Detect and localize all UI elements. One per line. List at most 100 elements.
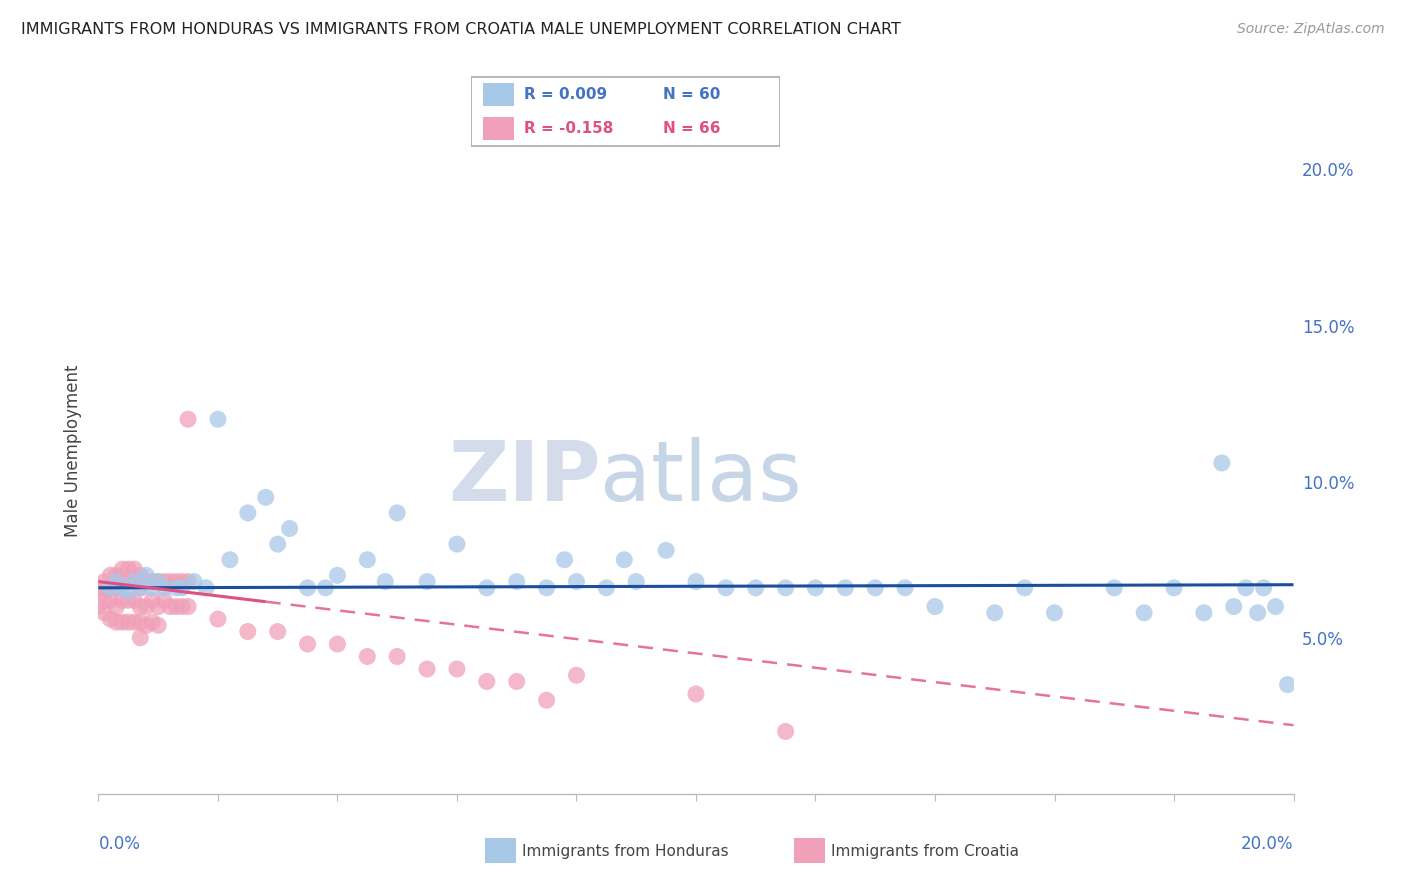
Point xyxy=(111,615,134,630)
Point xyxy=(93,606,115,620)
Point xyxy=(236,506,259,520)
Point xyxy=(565,574,588,589)
Point xyxy=(1014,581,1036,595)
Bar xyxy=(484,117,515,140)
Point xyxy=(93,593,115,607)
Point xyxy=(315,581,337,595)
Text: ZIP: ZIP xyxy=(449,437,600,518)
Point xyxy=(111,581,134,595)
Point xyxy=(1253,581,1275,595)
Point xyxy=(153,593,176,607)
Point xyxy=(159,599,181,614)
Text: atlas: atlas xyxy=(600,437,801,518)
Point xyxy=(613,552,636,567)
Point xyxy=(117,574,139,589)
Point xyxy=(506,574,529,589)
Point xyxy=(117,583,139,598)
Point xyxy=(124,574,146,589)
Point xyxy=(297,637,319,651)
Point xyxy=(267,537,290,551)
Point xyxy=(775,724,797,739)
Point xyxy=(356,552,378,567)
Point xyxy=(98,612,122,626)
Point xyxy=(655,543,678,558)
Point xyxy=(685,687,707,701)
Point xyxy=(865,581,887,595)
Point xyxy=(416,574,439,589)
Point xyxy=(595,581,617,595)
Point xyxy=(135,618,157,632)
Point xyxy=(105,568,128,582)
Point xyxy=(385,649,409,664)
Point xyxy=(93,574,115,589)
Point xyxy=(105,581,128,595)
Point xyxy=(117,615,139,630)
Point xyxy=(804,581,827,595)
Point xyxy=(1043,606,1066,620)
Text: N = 60: N = 60 xyxy=(662,87,720,102)
Point xyxy=(924,599,946,614)
Point xyxy=(554,552,576,567)
Point xyxy=(141,581,163,595)
Point xyxy=(153,581,176,595)
Point xyxy=(111,593,134,607)
Point xyxy=(385,506,409,520)
Point xyxy=(165,581,187,595)
Point xyxy=(254,490,277,504)
Point xyxy=(177,574,200,589)
Point xyxy=(105,574,128,589)
Point xyxy=(446,537,468,551)
Point xyxy=(141,615,163,630)
Point xyxy=(326,637,349,651)
Point xyxy=(374,574,396,589)
Point xyxy=(894,581,917,595)
Point xyxy=(172,574,194,589)
Point xyxy=(129,615,152,630)
Point xyxy=(148,574,170,589)
Point xyxy=(165,599,187,614)
Point xyxy=(685,574,707,589)
Point xyxy=(153,574,176,589)
Point xyxy=(416,662,439,676)
Point xyxy=(195,581,218,595)
Point xyxy=(475,581,498,595)
Point xyxy=(183,574,205,589)
Point xyxy=(129,581,152,595)
Point xyxy=(1247,606,1270,620)
Point xyxy=(506,674,529,689)
Point xyxy=(98,568,122,582)
Text: 0.0%: 0.0% xyxy=(98,835,141,853)
Point xyxy=(98,581,122,595)
Point xyxy=(177,412,200,426)
Point xyxy=(124,574,146,589)
Text: R = 0.009: R = 0.009 xyxy=(523,87,607,102)
Point xyxy=(1104,581,1126,595)
Point xyxy=(129,599,152,614)
Point xyxy=(111,574,134,589)
Text: Immigrants from Honduras: Immigrants from Honduras xyxy=(522,845,728,859)
Point xyxy=(124,615,146,630)
Bar xyxy=(484,83,515,106)
Point xyxy=(93,583,115,598)
Point xyxy=(87,581,110,595)
Point xyxy=(834,581,856,595)
Point xyxy=(159,574,181,589)
Point xyxy=(87,599,110,614)
Point xyxy=(135,568,157,582)
Point xyxy=(124,593,146,607)
Point xyxy=(536,693,558,707)
Point xyxy=(446,662,468,676)
Point xyxy=(165,574,187,589)
Point xyxy=(267,624,290,639)
Point xyxy=(1277,678,1299,692)
Point xyxy=(129,631,152,645)
Point xyxy=(984,606,1007,620)
Point xyxy=(135,574,157,589)
Point xyxy=(1133,606,1156,620)
Point xyxy=(475,674,498,689)
Point xyxy=(177,599,200,614)
FancyBboxPatch shape xyxy=(471,77,780,146)
Point xyxy=(207,412,229,426)
Point xyxy=(117,593,139,607)
Point xyxy=(129,568,152,582)
